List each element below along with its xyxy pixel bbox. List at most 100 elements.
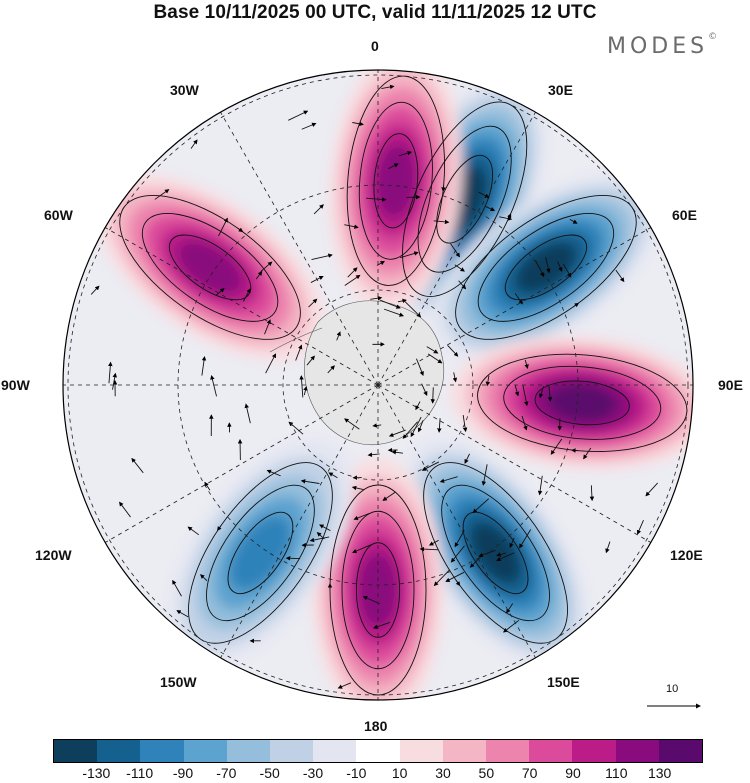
wind-vector	[218, 217, 228, 237]
wind-vector	[589, 485, 595, 502]
colorbar-box	[140, 740, 184, 762]
wind-vector	[400, 251, 419, 259]
colorbar-tick-label: 10	[391, 765, 408, 781]
wind-vector	[352, 544, 372, 554]
wind-vector	[521, 415, 528, 431]
wind-vector	[265, 353, 276, 374]
colorbar-box	[615, 740, 659, 762]
wind-vector	[514, 293, 523, 305]
wind-vector	[416, 358, 424, 376]
graticule	[63, 70, 693, 700]
wind-vector	[506, 603, 514, 614]
wind-vector	[319, 524, 331, 531]
wind-vector	[299, 375, 304, 398]
wind-vector	[352, 121, 364, 126]
wind-vector	[472, 498, 489, 514]
wind-vector	[421, 383, 428, 396]
wind-vector	[306, 355, 315, 366]
chart-title: Base 10/11/2025 00 UTC, valid 11/11/2025…	[153, 2, 597, 23]
colorbar-tick-label: 70	[521, 765, 538, 781]
wind-vector	[545, 257, 551, 274]
wind-vector	[327, 365, 335, 374]
wind-vector	[430, 387, 436, 404]
wind-vector	[537, 475, 543, 496]
wind-vector	[636, 519, 644, 535]
lon-label-120w: 120W	[35, 547, 72, 563]
colorbar-box	[572, 740, 616, 762]
wind-vector	[300, 479, 320, 484]
wind-vector	[535, 260, 545, 277]
wind-vector	[569, 218, 578, 224]
wind-vector	[615, 269, 625, 283]
wind-vector	[303, 385, 308, 396]
wind-vector	[464, 453, 470, 464]
colorbar-tick-label: 110	[605, 765, 628, 781]
lon-label-150e: 150E	[547, 674, 580, 690]
wind-vector	[255, 271, 263, 280]
wind-vector	[417, 420, 424, 433]
wind-vector	[452, 372, 458, 383]
latitude-circle	[282, 289, 474, 481]
streamline-loop	[455, 195, 637, 340]
wind-vector	[522, 384, 529, 407]
wind-vector	[439, 476, 458, 483]
wind-vector	[344, 224, 359, 229]
wind-vector	[524, 359, 529, 369]
wind-vector	[266, 469, 281, 477]
wind-vector	[485, 375, 491, 387]
lon-label-180: 180	[364, 718, 388, 734]
wind-vector	[398, 150, 412, 157]
colorbar-tick-label: -50	[259, 765, 280, 781]
wind-vector	[131, 457, 144, 474]
wind-vector	[402, 421, 418, 439]
lon-label-150w: 150W	[160, 674, 197, 690]
wind-vector	[462, 415, 468, 433]
colorbar-box	[486, 740, 530, 762]
wind-vector	[154, 189, 170, 200]
colorbar-box	[54, 740, 98, 762]
streamline-loop	[168, 234, 252, 301]
wind-vector	[379, 299, 401, 309]
wind-vector	[383, 308, 404, 317]
wind-vector	[108, 361, 113, 384]
wind-vector	[421, 461, 440, 471]
colorbar-box	[97, 740, 141, 762]
wind-vector	[215, 288, 225, 296]
wind-vector	[496, 552, 507, 557]
wind-vector	[583, 447, 592, 460]
anomaly-contour	[229, 515, 292, 591]
wind-vector	[557, 261, 563, 272]
wind-vector	[381, 84, 395, 90]
wind-vector	[190, 139, 198, 149]
colorbar-tick-label: -10	[346, 765, 367, 781]
wind-vector	[427, 353, 443, 364]
map-boundary	[62, 69, 694, 701]
anomaly-contour	[470, 522, 521, 584]
wind-vector	[458, 280, 467, 290]
wind-vector	[437, 418, 442, 433]
wind-vector	[419, 546, 439, 552]
wind-vector	[404, 301, 422, 318]
wind-vector	[478, 549, 496, 558]
wind-vector	[172, 579, 182, 597]
streamline-arrow	[573, 302, 580, 308]
streamline-loop	[477, 213, 615, 322]
latitude-circle	[177, 184, 579, 586]
colorbar-tick-label: -90	[172, 765, 194, 781]
colorbar-box	[183, 740, 227, 762]
wind-vector	[295, 344, 303, 361]
lon-label-120e: 120E	[670, 547, 703, 563]
colorbar-tick-label: -30	[302, 765, 324, 781]
wind-vector	[311, 253, 333, 260]
colorbar-box	[399, 740, 443, 762]
streamline-loop	[355, 542, 401, 638]
wind-vector	[428, 539, 439, 546]
wind-vector	[367, 452, 380, 457]
wind-vector	[264, 319, 271, 335]
lon-label-30e: 30E	[548, 82, 573, 98]
wind-vector	[509, 537, 515, 548]
wind-vector	[550, 438, 563, 455]
wind-vector	[370, 295, 383, 301]
colorbar-tick-label: 50	[478, 765, 495, 781]
wind-vector	[547, 385, 553, 402]
